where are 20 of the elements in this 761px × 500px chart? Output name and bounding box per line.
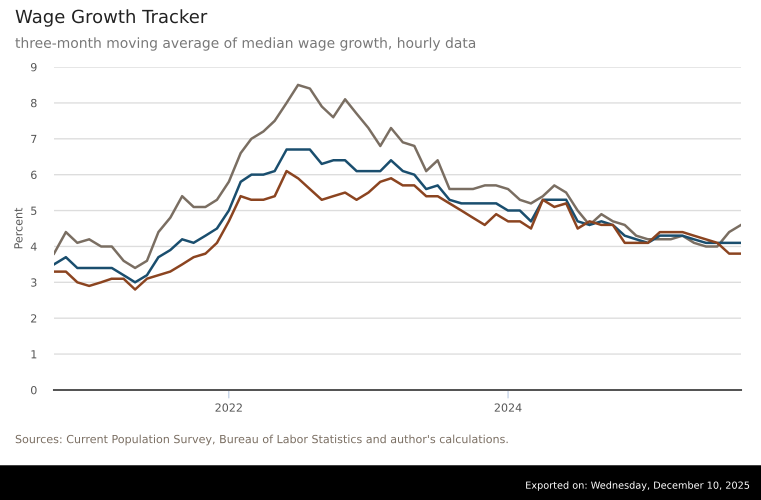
y-tick-label: 4 [30,242,37,251]
y-tick-label: 0 [30,386,37,394]
y-tick-label: 3 [31,278,36,287]
chart-subtitle: three-month moving average of median wage growth, hourly data [15,37,476,51]
text: Exported on: Wednesday, December 10, 2025 [526,481,750,491]
y-axis-title: Percent [14,208,23,248]
y-tick-label: 5 [31,206,36,215]
chart-title: Wage Growth Tracker [16,9,208,27]
line-series [54,170,741,291]
line-series [54,148,741,284]
y-tick-label: 6 [31,170,37,180]
y-tick-label: 1 [31,350,36,358]
source-note: Sources: Current Population Survey, Bureau of Labor Statistics and author's calculations. [16,434,508,446]
line-series [54,84,741,270]
y-tick-label: 2 [31,314,36,322]
x-tick-label: 2024 [494,403,522,412]
y-tick-label: 9 [30,62,37,72]
y-tick-label: 8 [31,98,37,108]
x-tick-label: 2022 [215,403,242,412]
y-tick-label: 7 [31,134,36,143]
